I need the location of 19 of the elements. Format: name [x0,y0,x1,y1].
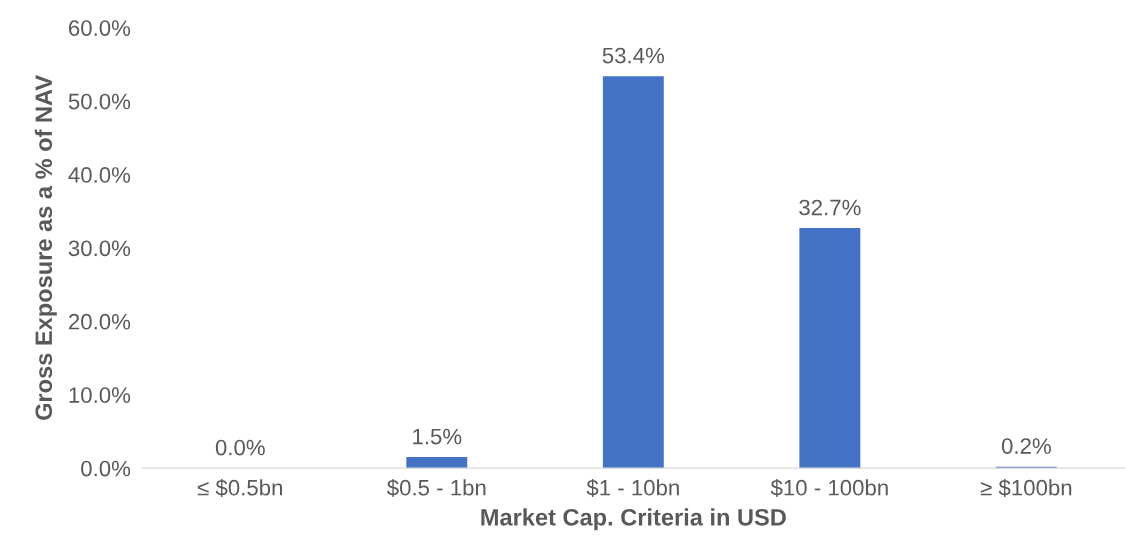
data-label: 0.2% [1001,438,1051,454]
y-axis-title: Gross Exposure as a % of NAV [34,75,57,420]
y-tick-label: 40.0% [68,167,131,183]
x-tick-label: $10 - 100bn [770,478,888,497]
data-label: 53.4% [602,47,665,64]
data-label: 1.5% [413,428,462,445]
x-tick-label: $0.5 - 1bn [387,478,486,497]
data-label: 32.7% [799,199,861,216]
data-label: 0.0% [215,439,265,456]
x-axis-title: Market Cap. Criteria in USD [481,508,786,531]
y-tick-label: 60.0% [69,20,131,36]
y-tick-label: 20.0% [69,313,131,330]
x-tick-label: ≤ $0.5bn [197,478,282,497]
x-tick-label: $1 - 10bn [586,478,679,497]
y-tick-label: 50.0% [68,93,131,110]
x-tick-label: ≥ $100bn [980,478,1072,497]
y-tick-label: 30.0% [68,240,131,257]
y-tick-label: 0.0% [81,460,131,477]
y-tick-label: 10.0% [69,387,131,403]
